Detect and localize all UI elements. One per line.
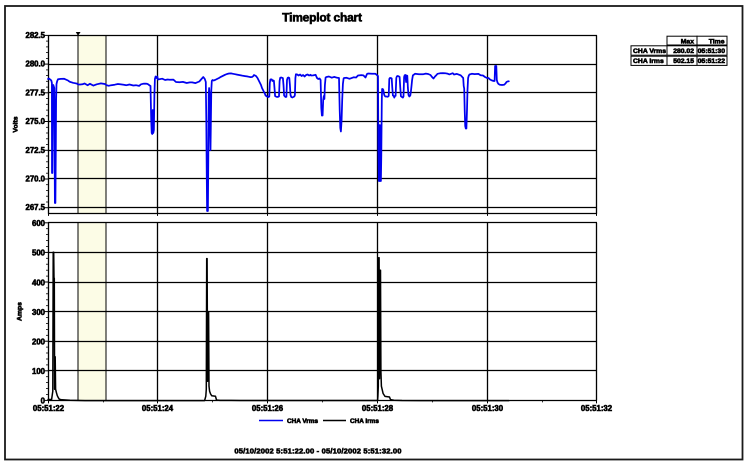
svg-text:Volts: Volts [13,116,20,132]
svg-text:05:51:30: 05:51:30 [698,48,725,55]
svg-text:277.5: 277.5 [25,88,45,97]
svg-text:05:51:26: 05:51:26 [252,404,284,413]
svg-text:Time: Time [709,39,725,46]
svg-text:270.0: 270.0 [25,175,45,184]
svg-text:0: 0 [41,397,46,406]
svg-text:05:51:22: 05:51:22 [698,58,725,65]
svg-text:Timeplot chart: Timeplot chart [282,11,362,25]
svg-text:05:51:22: 05:51:22 [33,404,65,413]
svg-text:500: 500 [32,249,46,258]
svg-text:CHA Vrms: CHA Vrms [287,418,318,425]
svg-text:400: 400 [32,278,46,287]
svg-text:502.15: 502.15 [673,58,694,65]
svg-text:05:51:28: 05:51:28 [362,404,394,413]
svg-text:100: 100 [32,367,46,376]
svg-text:600: 600 [32,219,46,228]
svg-text:282.5: 282.5 [25,31,45,40]
svg-text:05:51:30: 05:51:30 [472,404,504,413]
svg-text:200: 200 [32,338,46,347]
svg-text:05:51:24: 05:51:24 [142,404,174,413]
svg-text:280.02: 280.02 [673,48,694,55]
svg-text:Amps: Amps [17,302,24,321]
svg-text:280.0: 280.0 [25,60,45,69]
svg-text:05:51:32: 05:51:32 [581,404,613,413]
svg-text:Max: Max [681,39,694,46]
svg-text:267.5: 267.5 [25,203,45,212]
svg-text:CHA Irms: CHA Irms [633,58,664,65]
svg-text:300: 300 [32,308,46,317]
svg-text:05/10/2002 5:51:22.00 - 05/10/: 05/10/2002 5:51:22.00 - 05/10/2002 5:51:… [234,447,401,456]
svg-text:CHA Vrms: CHA Vrms [633,48,666,55]
svg-text:272.5: 272.5 [25,146,45,155]
svg-text:275.0: 275.0 [25,117,45,126]
svg-text:CHA Irms: CHA Irms [350,418,379,425]
